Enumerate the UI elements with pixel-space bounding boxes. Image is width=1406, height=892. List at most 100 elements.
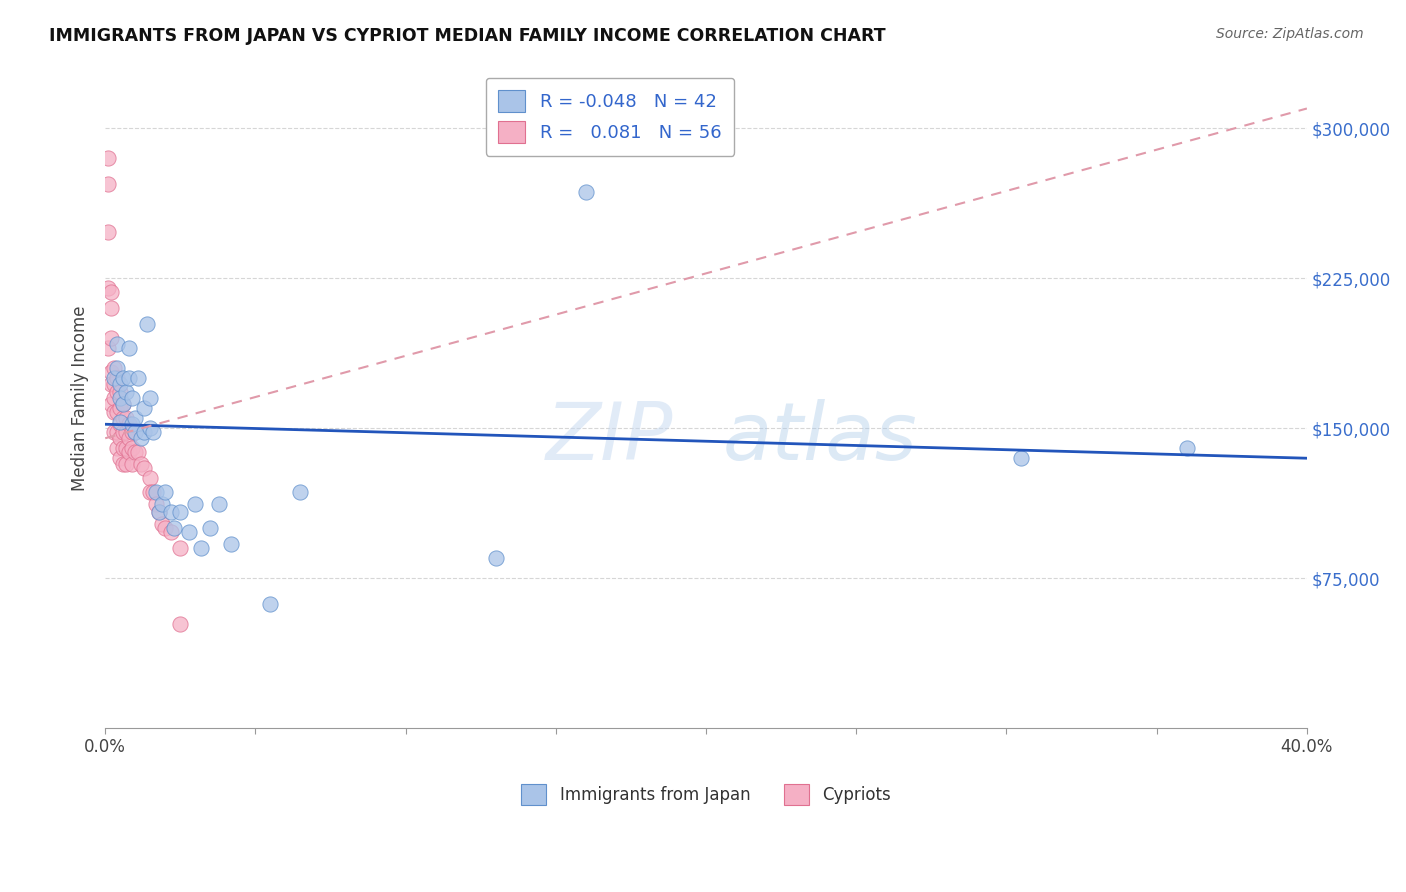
Point <box>179 525 201 540</box>
Point <box>112 457 135 471</box>
Point <box>124 445 146 459</box>
Point <box>115 457 138 471</box>
Text: atlas: atlas <box>723 399 918 477</box>
Point <box>200 521 222 535</box>
Point <box>148 505 170 519</box>
Point <box>105 441 128 455</box>
Point <box>190 541 212 556</box>
Point <box>103 405 125 419</box>
Point <box>105 361 128 376</box>
Point <box>163 521 186 535</box>
Point <box>145 497 167 511</box>
Point <box>290 485 312 500</box>
Point <box>134 401 156 416</box>
Point <box>121 417 143 432</box>
Point <box>100 397 122 411</box>
Point <box>134 461 156 475</box>
Point <box>121 441 143 455</box>
Point <box>112 425 135 440</box>
Point <box>97 341 120 355</box>
Point <box>110 377 132 392</box>
Point <box>103 371 125 385</box>
Point <box>112 371 135 385</box>
Point <box>115 441 138 455</box>
Point <box>115 385 138 400</box>
Point <box>127 371 149 385</box>
Point <box>259 597 281 611</box>
Point <box>100 331 122 345</box>
Point <box>118 341 141 355</box>
Point <box>145 485 167 500</box>
Point <box>124 425 146 440</box>
Point <box>129 431 152 445</box>
Point <box>100 365 122 379</box>
Point <box>142 485 165 500</box>
Point <box>115 425 138 440</box>
Point <box>105 385 128 400</box>
Point <box>127 445 149 459</box>
Point <box>129 457 152 471</box>
Point <box>121 425 143 440</box>
Text: IMMIGRANTS FROM JAPAN VS CYPRIOT MEDIAN FAMILY INCOME CORRELATION CHART: IMMIGRANTS FROM JAPAN VS CYPRIOT MEDIAN … <box>49 27 886 45</box>
Y-axis label: Median Family Income: Median Family Income <box>72 306 89 491</box>
Point <box>169 617 191 632</box>
Text: Source: ZipAtlas.com: Source: ZipAtlas.com <box>1216 27 1364 41</box>
Point <box>155 485 177 500</box>
Point <box>169 505 191 519</box>
Point <box>97 226 120 240</box>
Point <box>105 405 128 419</box>
Point <box>124 411 146 425</box>
Point <box>118 417 141 432</box>
Point <box>150 517 173 532</box>
Point <box>118 445 141 459</box>
Point <box>112 411 135 425</box>
Point <box>139 485 162 500</box>
Point <box>160 525 183 540</box>
Point <box>100 285 122 300</box>
Point <box>160 505 183 519</box>
Point <box>134 425 156 440</box>
Point <box>485 551 508 566</box>
Point <box>1175 441 1198 455</box>
Point <box>139 421 162 435</box>
Point <box>97 178 120 192</box>
Point <box>103 391 125 405</box>
Point <box>105 371 128 385</box>
Point <box>142 425 165 440</box>
Point <box>110 385 132 400</box>
Point <box>121 391 143 405</box>
Point <box>155 521 177 535</box>
Text: ZIP: ZIP <box>546 399 673 477</box>
Point <box>169 541 191 556</box>
Point <box>124 425 146 440</box>
Point <box>100 301 122 316</box>
Point <box>110 391 132 405</box>
Point <box>139 471 162 485</box>
Point <box>1011 451 1033 466</box>
Point <box>139 391 162 405</box>
Point <box>136 318 159 332</box>
Point <box>118 371 141 385</box>
Point <box>97 152 120 166</box>
Point <box>121 457 143 471</box>
Point <box>115 411 138 425</box>
Point <box>148 505 170 519</box>
Point <box>105 425 128 440</box>
Point <box>110 417 132 432</box>
Point <box>112 441 135 455</box>
Point <box>150 497 173 511</box>
Point <box>103 377 125 392</box>
Point <box>208 497 231 511</box>
Point <box>97 281 120 295</box>
Legend: Immigrants from Japan, Cypriots: Immigrants from Japan, Cypriots <box>513 776 898 813</box>
Point <box>110 451 132 466</box>
Point <box>110 415 132 429</box>
Point <box>575 186 598 200</box>
Point <box>112 397 135 411</box>
Point <box>103 425 125 440</box>
Point <box>112 397 135 411</box>
Point <box>110 431 132 445</box>
Point <box>118 431 141 445</box>
Point <box>221 537 243 551</box>
Point <box>100 377 122 392</box>
